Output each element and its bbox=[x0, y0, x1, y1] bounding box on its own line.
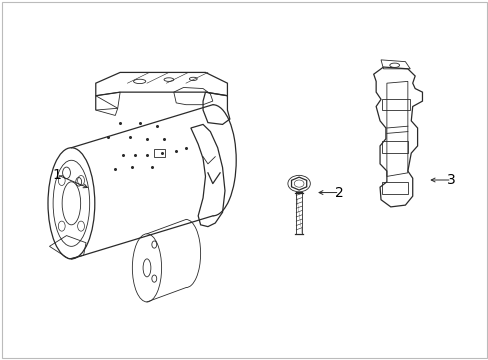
Text: 2: 2 bbox=[334, 185, 343, 199]
Text: 3: 3 bbox=[447, 173, 455, 187]
Text: 1: 1 bbox=[52, 168, 61, 182]
